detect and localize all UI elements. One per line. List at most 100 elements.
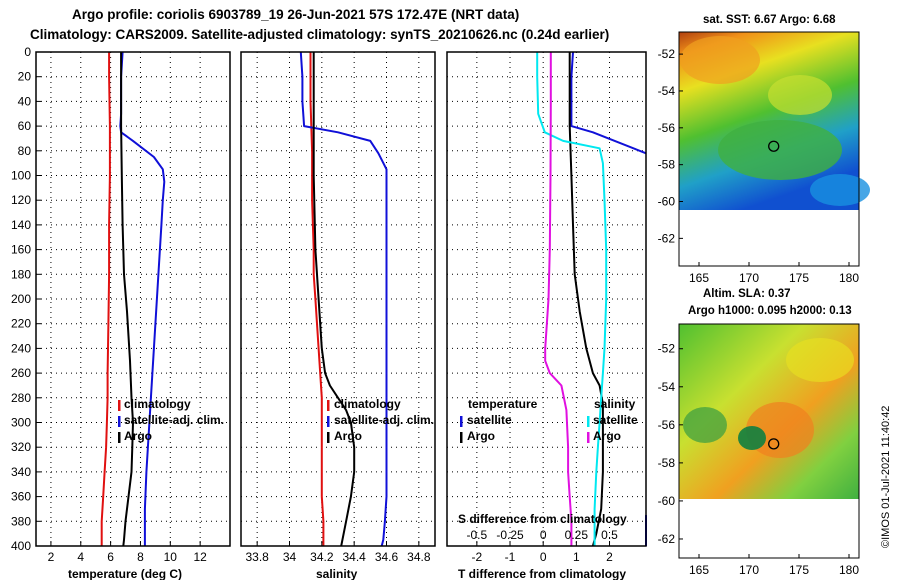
- salinity-frame: [240, 51, 436, 547]
- x-tick-label: 34.6: [375, 550, 399, 564]
- sst-y-ticks: -52 -54 -56 -58 -60 -62: [658, 47, 683, 245]
- series-line-climatology: [309, 52, 325, 546]
- legend-label-argo: Argo: [124, 429, 152, 443]
- map-y-tick-label: -52: [658, 342, 676, 356]
- x-tick-label: 34.2: [310, 550, 334, 564]
- y-tick-label: 320: [11, 440, 31, 454]
- map-x-tick-label: 170: [739, 563, 759, 577]
- y-tick-label: 220: [11, 317, 31, 331]
- series-line-argo: [312, 52, 356, 547]
- map-y-tick-label: -54: [658, 380, 676, 394]
- y-tick-label: 140: [11, 218, 31, 232]
- map-x-tick-label: 175: [789, 271, 809, 285]
- x-tick-label: 6: [107, 550, 114, 564]
- x-tick-label: -2: [472, 550, 483, 564]
- sla-y-ticks: -52 -54 -56 -58 -60 -62: [658, 342, 683, 546]
- sla-dark-eddy: [738, 426, 766, 450]
- sst-blue-patch: [810, 174, 870, 206]
- figure-title-line-1: Argo profile: coriolis 6903789_19 26-Jun…: [72, 7, 519, 22]
- x2-tick-label: 0: [540, 528, 547, 542]
- sla-heatmap: [679, 324, 859, 499]
- x2-tick-label: 0.25: [565, 528, 589, 542]
- x2-tick-label: -0.5: [467, 528, 488, 542]
- map-y-tick-label: -56: [658, 121, 676, 135]
- series-line-satellite-adj-clim-: [299, 51, 388, 547]
- map-x-tick-label: 180: [839, 563, 859, 577]
- x-tick-label: 33.8: [245, 550, 269, 564]
- salinity-series: [299, 51, 388, 547]
- temperature-legend: climatology satellite-adj. clim. Argo: [118, 397, 224, 443]
- series-line-s-argo: [544, 52, 573, 546]
- temperature-x-ticks: 2 4 6 8 10 12: [48, 541, 207, 564]
- temperature-panel: 0 20 40 60 80 100 120 140 160 180 200 220 240 260 280 3…: [11, 45, 231, 580]
- difference-x-label: T difference from climatology: [458, 567, 626, 580]
- salinity-x-label: salinity: [316, 567, 358, 580]
- sst-heatmap: [679, 32, 870, 210]
- difference-panel: -2 -1 0 1 2 -0.5 -0.25 0 0.25 0.5 S difference f…: [446, 51, 647, 580]
- credit-text: ©IMOS 01-Jul-2021 11:40:42: [880, 406, 892, 548]
- sst-cool-patch: [718, 120, 842, 180]
- legend-label-satellite: satellite-adj. clim.: [334, 413, 434, 427]
- map-y-tick-label: -58: [658, 456, 676, 470]
- y-tick-label: 240: [11, 341, 31, 355]
- y-tick-label: 0: [24, 45, 31, 59]
- y-tick-label: 260: [11, 366, 31, 380]
- sla-map-frame: [678, 323, 860, 559]
- legend-swatch-argo: [118, 432, 121, 443]
- legend-label-satellite: satellite-adj. clim.: [124, 413, 224, 427]
- series-line-t-satellite: [570, 51, 647, 155]
- y-tick-label: 40: [18, 94, 32, 108]
- x-tick-label: 34.4: [342, 550, 366, 564]
- legend-swatch-s-argo: [587, 432, 590, 443]
- sst-x-ticks: 165 170 175 180: [689, 262, 859, 285]
- sla-argo-marker: [768, 438, 780, 450]
- y-tick-label: 200: [11, 292, 31, 306]
- map-x-tick-label: 165: [689, 563, 709, 577]
- x2-tick-label: 0.5: [601, 528, 618, 542]
- sla-yellow-patch: [786, 338, 854, 382]
- y-tick-label: 180: [11, 267, 31, 281]
- sla-map-panel: Altim. SLA: 0.37 Argo h1000: 0.095 h2000…: [658, 288, 860, 577]
- x-tick-label: 12: [193, 550, 207, 564]
- figure-title-line-2: Climatology: CARS2009. Satellite-adjuste…: [30, 27, 609, 42]
- sst-map-frame: [678, 31, 860, 267]
- y-tick-label: 160: [11, 243, 31, 257]
- sla-green-patch: [683, 407, 727, 443]
- salinity-grid: [241, 51, 435, 547]
- map-x-tick-label: 170: [739, 271, 759, 285]
- temperature-y-ticks: 0 20 40 60 80 100 120 140 160 180 200 220 240 260 280 3…: [11, 45, 41, 553]
- map-y-tick-label: -60: [658, 195, 676, 209]
- x-tick-label: 8: [137, 550, 144, 564]
- sla-map-title-line-1: Altim. SLA: 0.37: [703, 288, 791, 300]
- salinity-x-ticks: 33.8 34 34.2 34.4 34.6 34.8: [245, 541, 431, 564]
- difference-series: [536, 51, 647, 547]
- sst-argo-marker: [768, 140, 780, 152]
- legend-swatch-climatology: [118, 400, 121, 411]
- legend-swatch-argo: [327, 432, 330, 443]
- map-x-tick-label: 165: [689, 271, 709, 285]
- sst-warm-patch: [680, 36, 760, 84]
- sst-map-title: sat. SST: 6.67 Argo: 6.68: [703, 14, 836, 26]
- legend-label-climatology: climatology: [124, 397, 191, 411]
- x-tick-label: 2: [606, 550, 613, 564]
- series-line-s-satellite: [536, 52, 608, 546]
- difference-legend: temperature satellite Argo salinity sate…: [460, 397, 638, 443]
- x-tick-label: 34: [283, 550, 297, 564]
- legend-label-t-argo: Argo: [467, 429, 495, 443]
- legend-label-s-satellite: satellite: [593, 413, 638, 427]
- map-x-tick-label: 175: [789, 563, 809, 577]
- legend-label-s-argo: Argo: [593, 429, 621, 443]
- map-y-tick-label: -56: [658, 418, 676, 432]
- temperature-grid: [36, 51, 230, 547]
- difference-x-ticks: -2 -1 0 1 2: [472, 541, 613, 564]
- legend-swatch-t-argo: [460, 432, 463, 443]
- x-tick-label: 4: [77, 550, 84, 564]
- x-tick-label: 1: [573, 550, 580, 564]
- y-tick-label: 380: [11, 514, 31, 528]
- y-tick-label: 280: [11, 391, 31, 405]
- legend-label-t-satellite: satellite: [467, 413, 512, 427]
- legend-title-salinity: salinity: [594, 397, 636, 411]
- x-tick-label: 34.8: [407, 550, 431, 564]
- x-tick-label: 10: [164, 550, 178, 564]
